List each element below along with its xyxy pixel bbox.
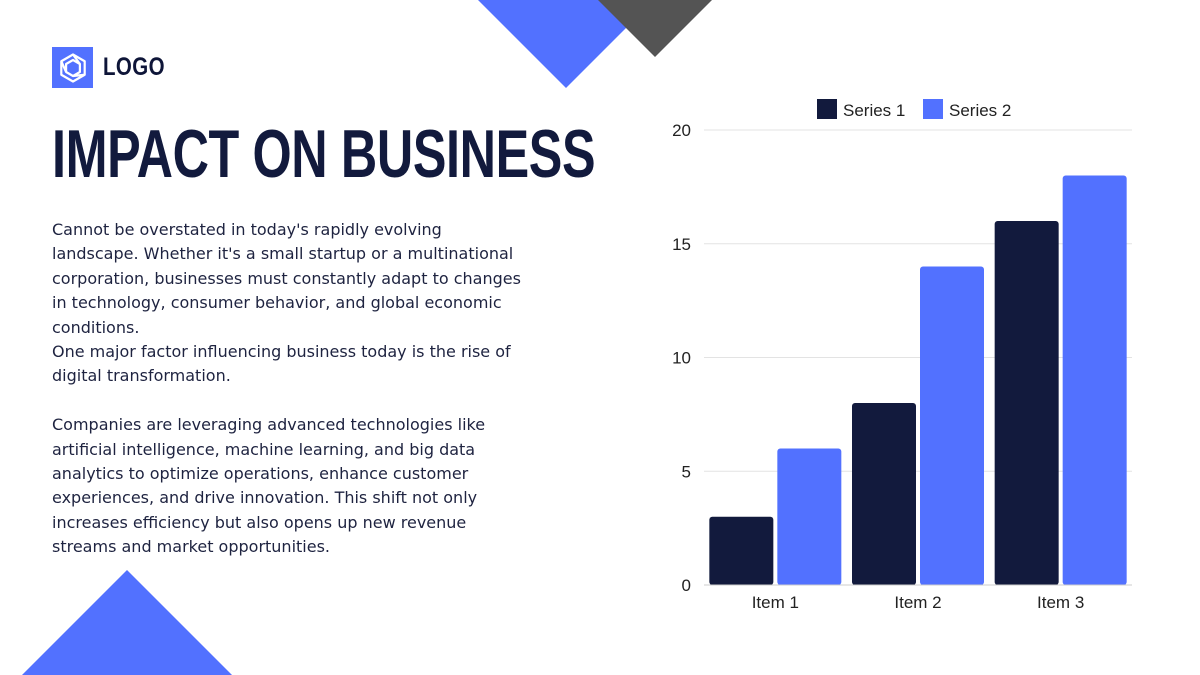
bar-series-1-item-2: [852, 403, 916, 585]
paragraph-2: One major factor influencing business to…: [52, 342, 511, 386]
y-tick-label: 0: [682, 576, 691, 595]
decorative-triangle-gray-top: [598, 0, 712, 57]
legend-label: Series 1: [843, 101, 905, 120]
x-tick-label: Item 2: [894, 593, 941, 612]
legend-swatch: [817, 99, 837, 119]
logo-text: LOGO: [103, 53, 165, 81]
bar-series-2-item-3: [1062, 175, 1127, 585]
logo: LOGO: [52, 47, 179, 88]
bar-chart: 0 5 10 15 20 Item 1 Item 2 Item 3 Series 1 Series…: [672, 99, 1132, 612]
paragraph-3: Companies are leveraging advanced techno…: [52, 415, 486, 557]
page-title: IMPACT ON BUSINESS: [52, 116, 596, 192]
y-tick-label: 20: [672, 121, 691, 140]
x-tick-label: Item 3: [1037, 593, 1084, 612]
body-text: Cannot be overstated in today's rapidly …: [52, 218, 532, 560]
bar-series-1-item-1: [709, 516, 774, 585]
decorative-triangle-blue-bottom: [22, 570, 232, 675]
x-tick-label: Item 1: [752, 593, 799, 612]
paragraph-gap: [52, 389, 532, 413]
paragraph-1: Cannot be overstated in today's rapidly …: [52, 220, 521, 337]
legend-label: Series 2: [949, 101, 1011, 120]
legend-swatch: [923, 99, 943, 119]
hexagon-logo-icon: [52, 47, 93, 88]
y-tick-label: 10: [672, 349, 691, 368]
bar-series-2-item-2: [920, 266, 984, 585]
y-tick-label: 15: [672, 235, 691, 254]
bar-series-1-item-3: [994, 221, 1059, 585]
bar-series-2-item-1: [777, 448, 842, 585]
y-tick-label: 5: [682, 462, 691, 481]
